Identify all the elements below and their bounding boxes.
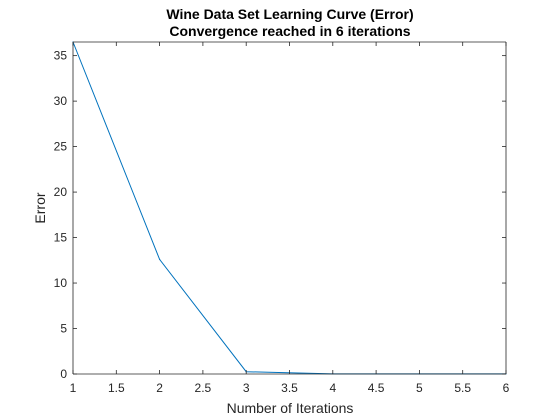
x-tick-label: 2.5 bbox=[195, 381, 212, 395]
x-axis-ticks: 1 1.5 2 2.5 3 3.5 4 4.5 5 5.5 6 bbox=[70, 42, 510, 395]
plot-area bbox=[73, 42, 506, 374]
x-tick-label: 1.5 bbox=[108, 381, 125, 395]
x-tick-label: 5.5 bbox=[454, 381, 471, 395]
y-tick-label: 30 bbox=[54, 94, 68, 108]
x-tick-label: 3.5 bbox=[281, 381, 298, 395]
chart-subtitle: Convergence reached in 6 iterations bbox=[169, 23, 410, 39]
x-tick-label: 2 bbox=[156, 381, 163, 395]
y-tick-label: 5 bbox=[60, 322, 67, 336]
x-tick-label: 4 bbox=[329, 381, 336, 395]
x-tick-label: 1 bbox=[70, 381, 77, 395]
y-tick-label: 0 bbox=[60, 367, 67, 381]
y-tick-label: 25 bbox=[54, 140, 68, 154]
x-tick-label: 3 bbox=[243, 381, 250, 395]
y-tick-label: 35 bbox=[54, 49, 68, 63]
y-axis-label: Error bbox=[32, 192, 48, 223]
x-tick-label: 5 bbox=[416, 381, 423, 395]
x-axis-label: Number of Iterations bbox=[227, 400, 354, 416]
y-tick-label: 20 bbox=[54, 185, 68, 199]
y-tick-label: 15 bbox=[54, 231, 68, 245]
chart-title: Wine Data Set Learning Curve (Error) bbox=[166, 6, 413, 22]
x-tick-label: 4.5 bbox=[368, 381, 385, 395]
x-tick-label: 6 bbox=[503, 381, 510, 395]
error-data-point bbox=[159, 258, 161, 260]
y-tick-label: 10 bbox=[54, 276, 68, 290]
y-axis-ticks: 0 5 10 15 20 25 30 35 bbox=[54, 49, 506, 381]
